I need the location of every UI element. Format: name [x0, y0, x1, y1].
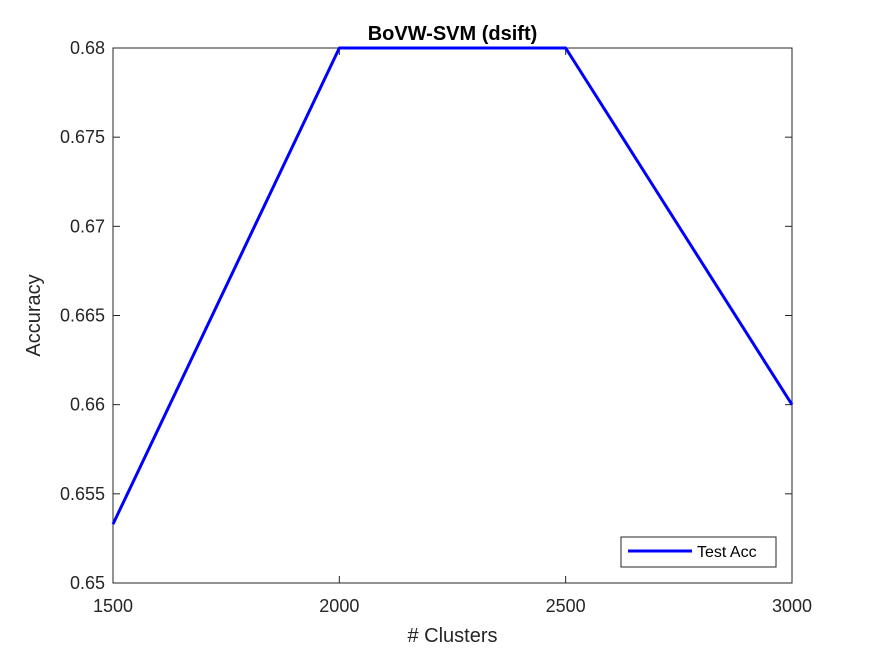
plot-frame: [112, 47, 793, 584]
y-tick-label: 0.67: [70, 216, 105, 236]
legend-label-test-acc: Test Acc: [697, 544, 757, 561]
x-axis-title: # Clusters: [407, 625, 497, 647]
x-tick-label: 3000: [772, 596, 812, 616]
legend: Test Acc: [620, 536, 777, 568]
chart-title: BoVW-SVM (dsift): [368, 23, 538, 45]
y-tick-label: 0.68: [70, 38, 105, 58]
axes: 1500 2000 2500 3000 0.65 0.655 0.66 0.665 0.67 0.…: [60, 38, 812, 616]
x-tick-label: 2000: [319, 596, 359, 616]
series-layer: [111, 46, 794, 525]
y-tick-label: 0.655: [60, 484, 105, 504]
y-tick-label: 0.675: [60, 127, 105, 147]
y-tick-label: 0.66: [70, 395, 105, 415]
y-tick-label: 0.65: [70, 573, 105, 593]
x-tick-label: 1500: [93, 596, 133, 616]
series-line-test-acc: [111, 46, 794, 525]
y-tick-label: 0.665: [60, 306, 105, 326]
y-axis-title: Accuracy: [23, 274, 45, 356]
plot-area: [112, 47, 793, 584]
x-tick-label: 2500: [546, 596, 586, 616]
